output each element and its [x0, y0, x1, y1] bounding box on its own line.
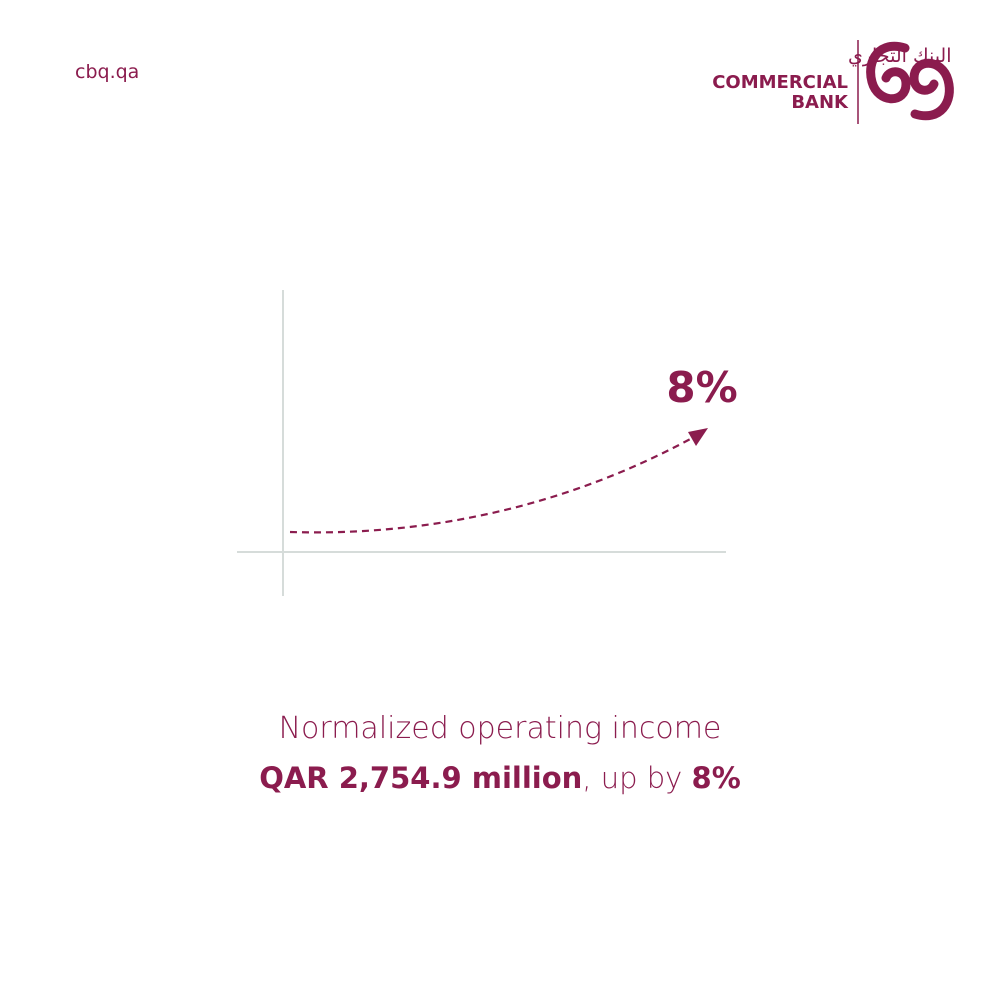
logo-icon: [866, 41, 954, 121]
caption-line2: QAR 2,754.9 million, up by 8%: [259, 761, 741, 795]
arrow-head: [688, 428, 708, 446]
caption-middle: , up by: [582, 761, 691, 795]
growth-curve: [289, 436, 695, 534]
growth-label: 8%: [666, 363, 737, 412]
logo-swirl: [909, 58, 954, 121]
caption-change: 8%: [692, 761, 741, 795]
caption-line1: Normalized operating income: [279, 711, 722, 746]
growth-graphic: 8%: [237, 290, 738, 596]
logo-line1: COMMERCIAL: [712, 72, 848, 93]
logo: البنك التجاري COMMERCIAL BANK: [712, 40, 954, 124]
logo-line2: BANK: [791, 92, 849, 113]
logo-swirl: [866, 41, 911, 104]
site-url: cbq.qa: [75, 61, 139, 83]
caption-amount: QAR 2,754.9 million: [259, 761, 582, 795]
